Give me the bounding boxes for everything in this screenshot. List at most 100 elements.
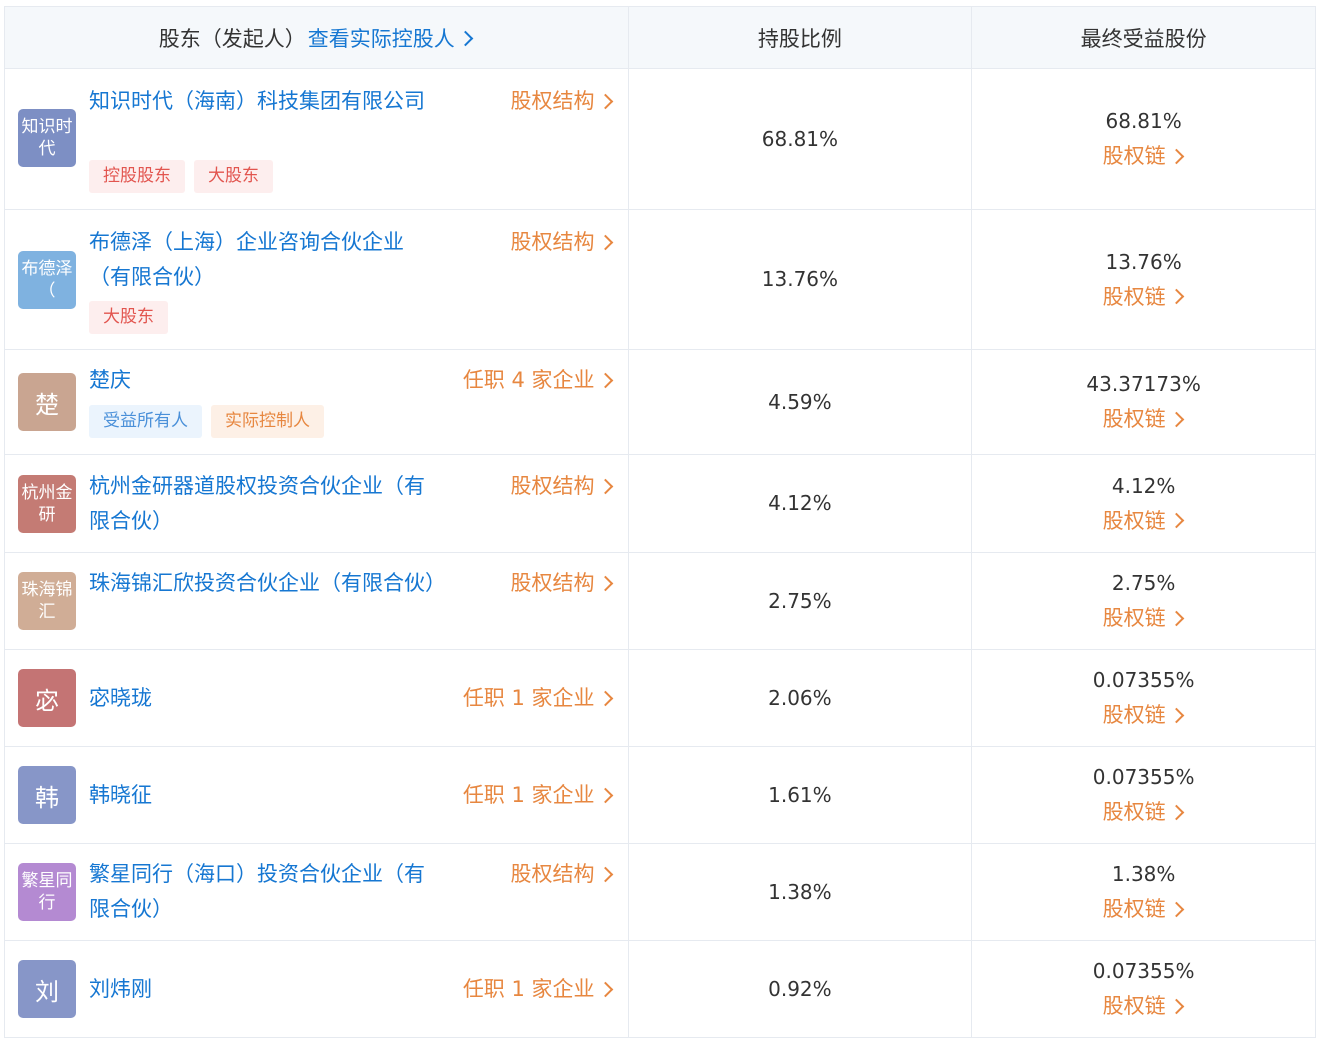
avatar: 楚 [18,373,76,431]
benefit-cell: 68.81% 股权链 [972,69,1316,209]
shareholding-ratio: 13.76% [761,267,839,291]
shareholder-name-link[interactable]: 杭州金研器道股权投资合伙企业（有限合伙） [89,474,425,533]
chevron-right-icon [1168,804,1184,820]
avatar: 刘 [18,960,76,1018]
avatar: 宓 [18,669,76,727]
beneficial-share: 68.81% [1105,109,1182,133]
equity-structure-label: 股权结构 [510,571,595,595]
shareholder-cell: 韩 韩晓征 任职 1 家企业 [5,747,629,843]
positions-link[interactable]: 任职 1 家企业 [463,681,614,716]
equity-chain-link[interactable]: 股权链 [1103,139,1185,174]
shareholding-ratio: 4.12% [768,491,832,515]
equity-chain-link[interactable]: 股权链 [1103,601,1185,636]
shareholder-cell: 刘 刘炜刚 任职 1 家企业 [5,941,629,1037]
positions-link[interactable]: 任职 1 家企业 [463,972,614,1007]
shareholding-ratio: 2.75% [768,588,832,613]
shareholder-table: 股东（发起人） 查看实际控股人 持股比例 最终受益股份 知识时代 知识时代（海南… [4,6,1316,1038]
chevron-right-icon [1168,512,1184,529]
ratio-cell: 68.81% [629,69,973,209]
shareholder-name-link[interactable]: 珠海锦汇欣投资合伙企业（有限合伙） [89,571,446,595]
header-shareholder: 股东（发起人） 查看实际控股人 [5,7,629,68]
shareholder-name-link[interactable]: 繁星同行（海口）投资合伙企业（有限合伙） [89,862,425,921]
tag-list: 大股东 [89,301,168,334]
ratio-cell: 0.92% [629,941,973,1037]
equity-chain-link[interactable]: 股权链 [1103,892,1185,927]
equity-chain-link[interactable]: 股权链 [1103,504,1185,539]
equity-chain-link[interactable]: 股权链 [1103,698,1185,733]
equity-chain-label: 股权链 [1102,800,1166,824]
positions-link[interactable]: 任职 4 家企业 [463,363,614,398]
shareholder-name-link[interactable]: 楚庆 [89,368,131,392]
equity-structure-label: 股权结构 [510,862,595,886]
table-row: 宓 宓晓珑 任职 1 家企业 2.06% 0.07355% 股权链 [5,650,1316,747]
table-row: 知识时代 知识时代（海南）科技集团有限公司 控股股东 大股东 股权结构 68.8… [5,69,1316,210]
avatar: 知识时代 [18,109,76,167]
ratio-cell: 4.12% [629,455,973,552]
shareholder-cell: 宓 宓晓珑 任职 1 家企业 [5,650,629,746]
benefit-cell: 43.37173% 股权链 [972,350,1316,454]
shareholder-cell: 楚 楚庆 受益所有人 实际控制人 任职 4 家企业 [5,350,629,454]
shareholder-cell: 繁星同行 繁星同行（海口）投资合伙企业（有限合伙） 股权结构 [5,844,629,940]
beneficial-share: 43.37173% [1086,372,1201,396]
chevron-right-icon [1168,707,1184,723]
shareholder-name-link[interactable]: 刘炜刚 [89,977,152,1001]
shareholder-name-link[interactable]: 韩晓征 [89,783,152,807]
equity-structure-link[interactable]: 股权结构 [511,469,614,504]
tag-major-shareholder: 大股东 [89,301,168,334]
equity-structure-link[interactable]: 股权结构 [511,225,614,260]
shareholding-ratio: 2.06% [768,685,832,710]
equity-chain-link[interactable]: 股权链 [1103,989,1185,1024]
beneficial-share: 13.76% [1105,249,1182,274]
equity-chain-link[interactable]: 股权链 [1103,795,1185,830]
chevron-right-icon [597,372,613,388]
equity-chain-link[interactable]: 股权链 [1103,402,1185,437]
equity-chain-label: 股权链 [1102,897,1166,921]
shareholder-name-link[interactable]: 布德泽（上海）企业咨询合伙企业（有限合伙） [89,230,404,289]
benefit-cell: 0.07355% 股权链 [972,747,1316,843]
shareholding-ratio: 4.59% [768,389,832,414]
ratio-cell: 13.76% [629,210,973,349]
equity-structure-link[interactable]: 股权结构 [511,84,614,119]
table-row: 布德泽（ 布德泽（上海）企业咨询合伙企业（有限合伙） 大股东 股权结构 13.7… [5,210,1316,350]
equity-chain-label: 股权链 [1102,284,1166,309]
beneficial-share: 2.75% [1111,571,1176,595]
header-benefit: 最终受益股份 [972,7,1316,68]
avatar: 珠海锦汇 [18,572,76,630]
benefit-cell: 4.12% 股权链 [972,455,1316,552]
benefit-cell: 2.75% 股权链 [972,553,1316,649]
header-shareholder-title: 股东（发起人） [158,26,306,51]
avatar: 繁星同行 [18,863,76,921]
equity-structure-link[interactable]: 股权结构 [511,857,614,892]
tag-beneficial-owner: 受益所有人 [89,405,202,438]
beneficial-share: 0.07355% [1092,668,1195,692]
table-row: 杭州金研 杭州金研器道股权投资合伙企业（有限合伙） 股权结构 4.12% 4.1… [5,455,1316,553]
ratio-cell: 2.75% [629,553,973,649]
table-row: 楚 楚庆 受益所有人 实际控制人 任职 4 家企业 4.59% 43.37173… [5,350,1316,455]
chevron-right-icon [1168,148,1184,164]
chevron-right-icon [1168,998,1184,1014]
equity-structure-link[interactable]: 股权结构 [511,566,614,601]
shareholder-name-link[interactable]: 知识时代（海南）科技集团有限公司 [89,89,425,113]
benefit-cell: 0.07355% 股权链 [972,650,1316,746]
tag-controlling-shareholder: 控股股东 [89,160,185,193]
equity-chain-label: 股权链 [1102,508,1166,533]
shareholding-ratio: 1.61% [768,782,832,807]
beneficial-share: 4.12% [1111,473,1176,498]
chevron-right-icon [1168,610,1184,626]
ratio-cell: 1.61% [629,747,973,843]
shareholder-cell: 杭州金研 杭州金研器道股权投资合伙企业（有限合伙） 股权结构 [5,455,629,552]
shareholding-ratio: 0.92% [768,976,832,1001]
avatar: 杭州金研 [18,475,76,533]
shareholder-name-link[interactable]: 宓晓珑 [89,686,152,710]
chevron-right-icon [597,478,613,494]
equity-chain-label: 股权链 [1102,703,1166,727]
equity-chain-link[interactable]: 股权链 [1103,280,1185,315]
positions-link[interactable]: 任职 1 家企业 [463,778,614,813]
tag-list: 受益所有人 实际控制人 [89,405,324,438]
equity-structure-label: 股权结构 [510,89,595,113]
benefit-cell: 0.07355% 股权链 [972,941,1316,1037]
view-actual-controller-link[interactable]: 查看实际控股人 [308,23,474,53]
shareholder-cell: 知识时代 知识时代（海南）科技集团有限公司 控股股东 大股东 股权结构 [5,69,629,209]
table-header: 股东（发起人） 查看实际控股人 持股比例 最终受益股份 [5,7,1316,69]
shareholder-cell: 珠海锦汇 珠海锦汇欣投资合伙企业（有限合伙） 股权结构 [5,553,629,649]
